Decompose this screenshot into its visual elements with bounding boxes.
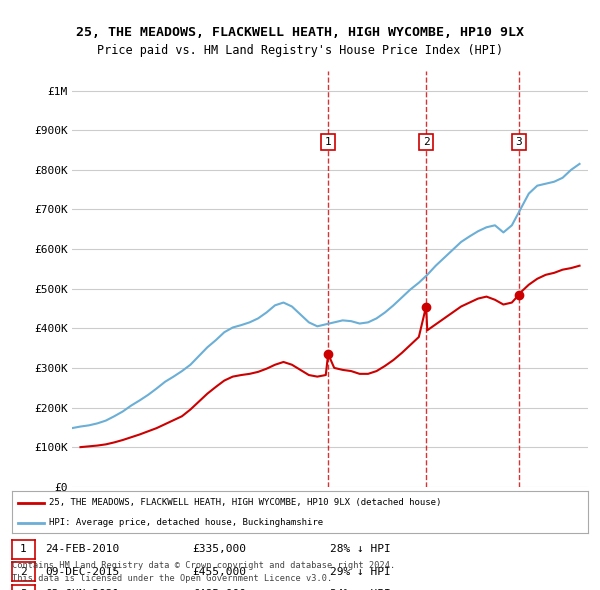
Text: £335,000: £335,000: [192, 544, 246, 554]
Text: 03-JUN-2021: 03-JUN-2021: [45, 589, 119, 590]
Text: 29% ↓ HPI: 29% ↓ HPI: [330, 566, 391, 576]
Text: 2: 2: [423, 137, 430, 147]
Text: 1: 1: [20, 544, 27, 554]
Text: 3: 3: [20, 589, 27, 590]
Text: £485,000: £485,000: [192, 589, 246, 590]
Text: 1: 1: [325, 137, 332, 147]
Text: 2: 2: [20, 566, 27, 576]
Text: £455,000: £455,000: [192, 566, 246, 576]
Text: HPI: Average price, detached house, Buckinghamshire: HPI: Average price, detached house, Buck…: [49, 518, 323, 527]
Text: 09-DEC-2015: 09-DEC-2015: [45, 566, 119, 576]
Text: Contains HM Land Registry data © Crown copyright and database right 2024.: Contains HM Land Registry data © Crown c…: [12, 561, 395, 570]
Text: 25, THE MEADOWS, FLACKWELL HEATH, HIGH WYCOMBE, HP10 9LX (detached house): 25, THE MEADOWS, FLACKWELL HEATH, HIGH W…: [49, 499, 442, 507]
Text: 28% ↓ HPI: 28% ↓ HPI: [330, 544, 391, 554]
Text: 24-FEB-2010: 24-FEB-2010: [45, 544, 119, 554]
Text: 34% ↓ HPI: 34% ↓ HPI: [330, 589, 391, 590]
Text: 25, THE MEADOWS, FLACKWELL HEATH, HIGH WYCOMBE, HP10 9LX: 25, THE MEADOWS, FLACKWELL HEATH, HIGH W…: [76, 26, 524, 39]
Text: This data is licensed under the Open Government Licence v3.0.: This data is licensed under the Open Gov…: [12, 574, 332, 583]
Text: Price paid vs. HM Land Registry's House Price Index (HPI): Price paid vs. HM Land Registry's House …: [97, 44, 503, 57]
Text: 3: 3: [515, 137, 523, 147]
